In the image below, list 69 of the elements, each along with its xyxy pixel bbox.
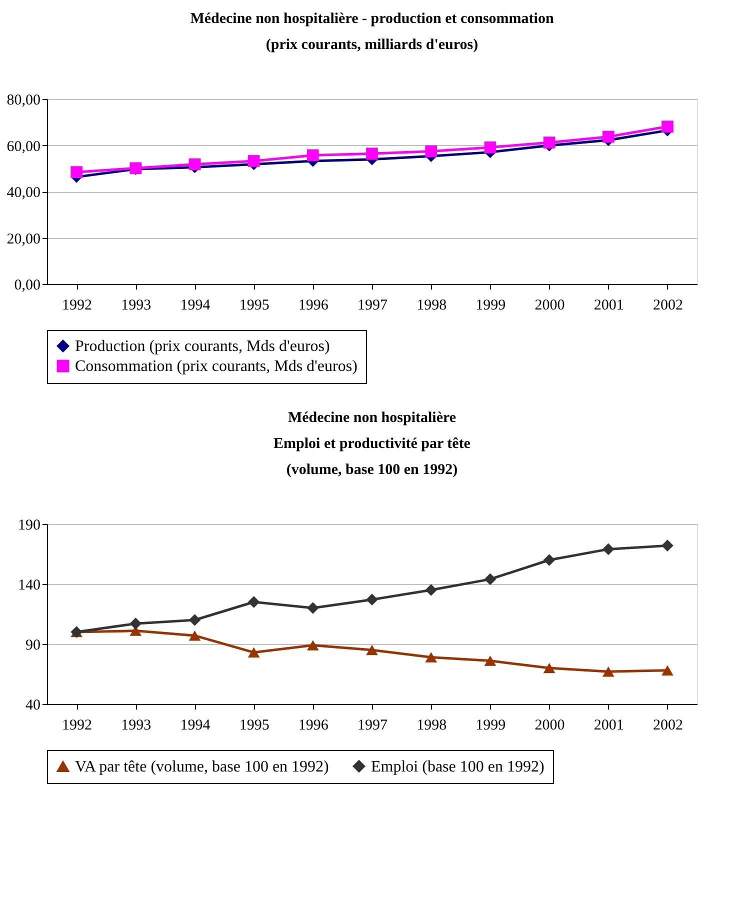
point: [543, 662, 556, 674]
point: [425, 584, 438, 596]
y-tick-label: 40,00: [6, 185, 40, 201]
x-tick-label: 2002: [652, 298, 683, 314]
point: [425, 652, 438, 662]
point: [306, 149, 319, 162]
y-tick-label: 190: [18, 518, 40, 534]
x-tick-label: 1994: [180, 298, 211, 314]
x-tick-label: 1994: [180, 718, 211, 734]
point: [306, 640, 319, 650]
point: [662, 120, 674, 132]
legend-label: Production (prix courants, Mds d'euros): [75, 338, 330, 355]
chart-title: Médecine non hospitalière - production et consommation: [190, 11, 554, 27]
x-tick-label: 1998: [416, 718, 447, 734]
point: [188, 630, 201, 641]
y-tick-label: 20,00: [6, 231, 40, 248]
point: [484, 141, 496, 154]
point: [662, 665, 674, 676]
x-tick-label: 1997: [358, 298, 388, 314]
point: [662, 540, 674, 552]
legend-label: Consommation (prix courants, Mds d'euros): [75, 358, 358, 375]
text: (volume, base 100 en 1992): [286, 462, 458, 478]
x-tick-label: 1995: [239, 298, 270, 314]
chart-title: Médecine non hospitalière: [288, 410, 456, 426]
point: [248, 647, 260, 658]
y-tick-label: 140: [18, 578, 40, 594]
point: [366, 148, 378, 160]
x-tick-label: 1996: [298, 718, 329, 734]
x-tick-label: 2000: [534, 298, 565, 314]
x-tick-label: 1998: [416, 298, 447, 314]
point: [366, 594, 378, 606]
y-tick-label: 60,00: [6, 138, 40, 155]
point: [602, 666, 614, 677]
x-tick-label: 1995: [239, 718, 270, 734]
x-tick-label: 1997: [358, 718, 388, 734]
point: [188, 614, 201, 626]
y-tick-label: 40: [26, 698, 40, 714]
point: [484, 656, 496, 666]
x-tick-label: 1999: [476, 718, 506, 734]
x-tick-label: 2001: [594, 718, 624, 734]
x-tick-label: 2002: [652, 718, 683, 734]
point: [248, 155, 260, 167]
point: [366, 644, 378, 656]
chart-subtitle: (prix courants, milliards d'euros): [266, 37, 478, 53]
point: [484, 573, 496, 586]
x-tick-label: 1993: [121, 298, 152, 314]
x-tick-label: 1996: [298, 298, 329, 314]
point: [70, 166, 82, 178]
x-tick-label: 1993: [121, 718, 152, 734]
point: [602, 130, 614, 143]
point: [543, 554, 556, 566]
x-tick-label: 1999: [476, 298, 506, 314]
legend-label: Emploi (base 100 en 1992): [371, 758, 544, 776]
y-tick-label: 80,00: [6, 92, 40, 108]
point: [188, 158, 201, 170]
legend-label: VA par tête (volume, base 100 en 1992): [75, 758, 329, 776]
x-tick-label: 2000: [534, 718, 565, 734]
y-tick-label: 0,00: [14, 278, 40, 294]
point: [543, 136, 556, 148]
point: [248, 596, 260, 608]
x-tick-label: 1992: [62, 298, 92, 314]
x-tick-label: 1992: [62, 718, 92, 734]
point: [602, 543, 614, 556]
point: [306, 602, 319, 614]
chart-subtitle: Emploi et productivité par tête: [274, 436, 471, 452]
point: [425, 145, 438, 158]
y-tick-label: 90: [26, 638, 40, 654]
x-tick-label: 2001: [594, 298, 624, 314]
point: [130, 618, 142, 630]
